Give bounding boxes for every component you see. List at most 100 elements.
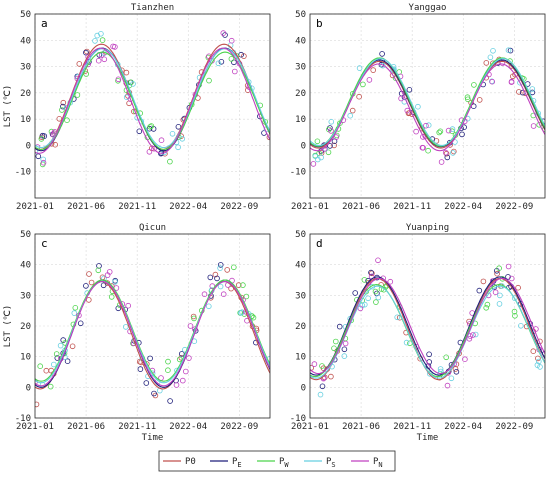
x-tick-label: 2021-01: [16, 202, 54, 212]
data-point: [112, 279, 118, 285]
data-point: [341, 353, 348, 359]
axes-frame: [309, 233, 546, 419]
data-point: [426, 351, 432, 358]
data-point: [224, 267, 231, 273]
data-point: [241, 53, 247, 59]
panel-letter: b: [316, 17, 323, 30]
data-point: [511, 295, 518, 301]
y-tick-label: -10: [290, 414, 306, 424]
data-point: [86, 297, 92, 303]
data-point: [387, 278, 394, 285]
data-point: [436, 129, 443, 136]
fit-curves: [310, 276, 545, 381]
data-point: [530, 348, 537, 355]
y-tick-label: 40: [295, 261, 306, 271]
y-tick-label: -10: [290, 168, 306, 178]
data-point: [341, 346, 348, 353]
data-point: [494, 270, 500, 277]
data-point: [147, 355, 153, 362]
data-point: [369, 270, 375, 277]
data-point: [518, 322, 524, 329]
data-point: [347, 112, 354, 119]
y-tick-label: 10: [295, 115, 306, 125]
y-axis-label: LST (℃): [3, 305, 13, 348]
data-point: [206, 303, 212, 310]
data-point: [60, 337, 66, 343]
data-point: [207, 274, 214, 281]
data-point: [60, 103, 66, 110]
data-point: [232, 68, 238, 75]
data-point: [235, 282, 242, 288]
data-point: [328, 119, 335, 125]
data-point: [98, 30, 104, 37]
legend-subscript: N: [378, 461, 382, 469]
y-tick-label: 20: [20, 89, 31, 99]
data-point: [201, 291, 208, 298]
data-point: [444, 382, 451, 389]
y-tick-label: 10: [20, 115, 31, 125]
data-point: [83, 71, 89, 77]
data-point: [217, 265, 223, 271]
data-point: [239, 309, 245, 316]
data-point: [314, 156, 321, 163]
data-point: [95, 57, 102, 64]
y-tick-label: 30: [295, 63, 306, 73]
data-point: [483, 304, 490, 311]
data-point: [359, 302, 366, 309]
data-point: [108, 294, 115, 300]
y-tick-label: 30: [295, 291, 306, 301]
data-point: [406, 87, 413, 93]
x-tick-label: 2022-04: [444, 422, 482, 432]
data-point: [64, 358, 71, 365]
data-point: [450, 148, 457, 155]
data-point: [442, 149, 449, 156]
data-point: [403, 339, 410, 346]
x-tick-label: 2022-09: [495, 422, 533, 432]
data-point: [56, 116, 63, 122]
data-point: [169, 131, 176, 137]
x-tick-label: 2021-06: [342, 422, 380, 432]
y-tick-label: -10: [15, 414, 31, 424]
data-point: [352, 290, 359, 296]
data-point: [535, 358, 542, 365]
data-point: [394, 314, 401, 321]
data-point: [333, 134, 340, 140]
x-tick-label: 2021-11: [393, 422, 431, 432]
data-point: [161, 149, 167, 156]
scatter-points: [35, 262, 270, 408]
fit-line-PS: [35, 48, 270, 149]
data-point: [476, 287, 483, 294]
data-point: [507, 47, 514, 54]
data-point: [215, 60, 222, 67]
panel-letter: c: [41, 237, 48, 250]
data-point: [101, 275, 107, 282]
x-tick-label: 2021-01: [291, 422, 329, 432]
data-point: [37, 363, 43, 370]
legend-label: PS: [326, 457, 336, 469]
data-point: [314, 138, 321, 145]
data-point: [373, 299, 379, 305]
fit-curves: [310, 57, 545, 152]
data-point: [175, 144, 181, 151]
data-point: [450, 150, 456, 156]
legend-label: P0: [185, 457, 196, 467]
y-tick-label: 0: [26, 383, 31, 393]
panel-b: -10 0 10 20 30 40 50 2021-01 2021-06 2021-11 2022-…: [290, 3, 546, 212]
x-tick-label: 2021-06: [342, 202, 380, 212]
data-point: [191, 315, 197, 322]
data-point: [378, 61, 385, 68]
y-tick-label: 20: [20, 322, 31, 332]
data-point: [40, 159, 47, 166]
data-point: [243, 293, 250, 300]
axes-frame: [309, 13, 546, 199]
data-point: [325, 149, 332, 156]
scatter-points: [35, 30, 270, 168]
data-point: [48, 128, 55, 135]
data-point: [218, 58, 225, 65]
y-tick-label: 20: [295, 322, 306, 332]
data-point: [349, 107, 356, 114]
legend-label: PW: [279, 457, 289, 469]
data-point: [496, 265, 502, 272]
data-point: [319, 383, 326, 390]
